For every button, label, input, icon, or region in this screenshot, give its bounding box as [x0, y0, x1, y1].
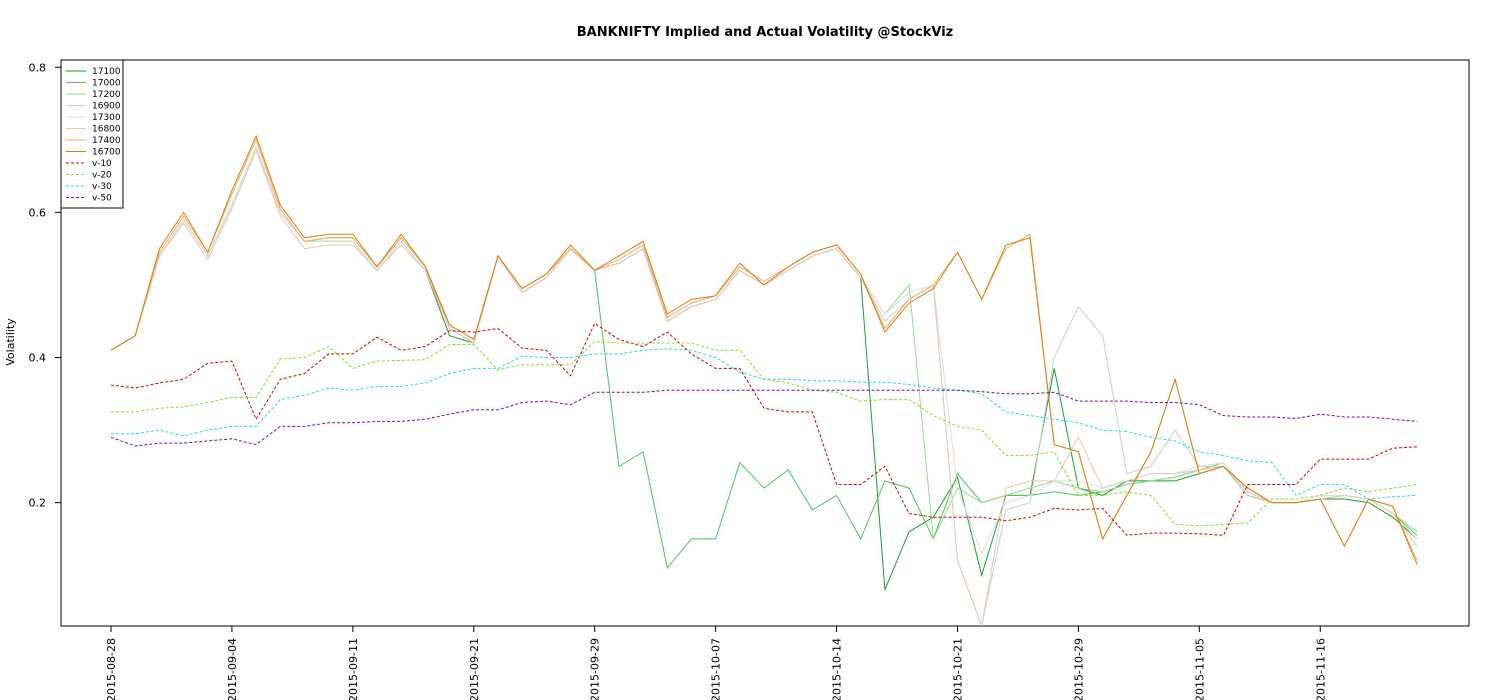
x-tick-label: 2015-10-14	[831, 638, 844, 700]
legend-entry: 17300	[92, 113, 121, 123]
series-line-17300	[110, 145, 1418, 555]
x-tick-label: 2015-10-21	[951, 638, 964, 700]
x-tick-label: 2015-10-29	[1072, 638, 1085, 700]
legend-entry: v-30	[92, 182, 112, 192]
x-tick-label: 2015-09-21	[468, 638, 481, 700]
series-line-v-20	[111, 340, 1418, 527]
legend-entry: 16900	[92, 102, 121, 112]
plot-frame	[60, 59, 1470, 627]
x-tick-label: 2015-10-07	[710, 638, 723, 700]
x-tick-label: 2015-09-29	[589, 638, 602, 700]
series-line-16700	[110, 134, 1418, 565]
x-tick-label: 2015-09-04	[226, 638, 239, 700]
legend-entry: 17400	[92, 136, 121, 146]
y-axis-label: Volatility	[4, 318, 17, 366]
legend-entry: 16800	[92, 125, 121, 135]
y-tick-label: 0.8	[29, 61, 47, 74]
legend-entry: 17000	[92, 79, 121, 89]
series-line-17400	[110, 138, 1418, 561]
series-line-16900	[110, 145, 1418, 626]
legend-box	[60, 59, 124, 209]
x-tick-label: 2015-08-28	[105, 638, 118, 700]
y-tick-label: 0.4	[29, 352, 47, 365]
legend-entry: v-10	[92, 159, 112, 169]
x-tick-label: 2015-11-05	[1193, 638, 1206, 700]
series-line-17100	[110, 145, 1418, 590]
y-axis: 0.2 0.4 0.6 0.8	[29, 61, 61, 510]
chart-title: BANKNIFTY Implied and Actual Volatility …	[577, 25, 953, 40]
series-line-17200	[110, 145, 1418, 541]
series-line-v-50	[110, 389, 1418, 447]
series-line-16800	[110, 149, 1418, 626]
legend-entry: 16700	[92, 148, 121, 158]
legend-entry: v-50	[92, 194, 112, 204]
y-tick-label: 0.6	[29, 206, 47, 219]
legend-entry: 17100	[92, 67, 121, 77]
series-line-v-10	[110, 322, 1418, 536]
x-tick-label: 2015-11-16	[1314, 638, 1327, 700]
series-lines	[110, 134, 1418, 626]
series-line-v-30	[111, 348, 1418, 500]
y-tick-label: 0.2	[29, 497, 47, 510]
series-line-17000	[110, 145, 1418, 570]
legend-entry: v-20	[92, 171, 112, 181]
x-axis: 2015-08-28 2015-09-04 2015-09-11 2015-09-21…	[105, 626, 1327, 700]
legend-entry: 17200	[92, 90, 121, 100]
x-tick-label: 2015-09-11	[347, 638, 360, 700]
